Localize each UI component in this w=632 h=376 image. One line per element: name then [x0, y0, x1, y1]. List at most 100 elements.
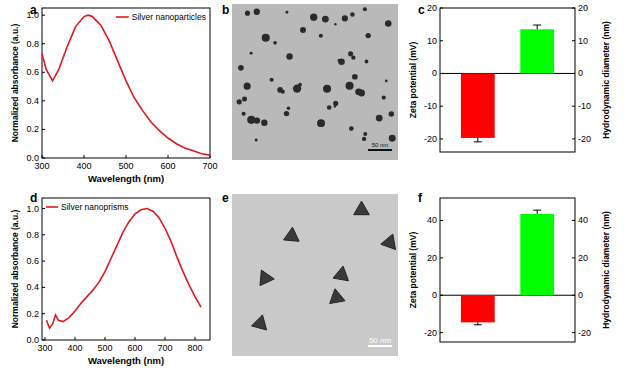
nanoprism — [381, 234, 396, 249]
scale-bar — [368, 345, 392, 347]
particle — [285, 11, 288, 14]
particle — [238, 65, 244, 71]
bar — [461, 295, 495, 322]
y2-tick-label: 10 — [578, 36, 588, 46]
nanoprism — [354, 201, 370, 215]
particle — [363, 7, 367, 11]
y-tick — [42, 15, 45, 16]
y-tick — [42, 158, 45, 159]
particle — [262, 34, 270, 42]
particle — [250, 52, 253, 55]
error-cap — [474, 141, 482, 142]
y-tick — [440, 220, 443, 221]
y-tick — [42, 208, 45, 209]
particle — [237, 99, 242, 104]
y-tick-label: 0.6 — [26, 67, 39, 77]
x-axis-label: Wavelength (nm) — [88, 173, 164, 184]
particle — [365, 60, 369, 64]
x-tick — [84, 155, 85, 158]
figure: 3004005006007000.00.20.40.60.81.0Wavelen… — [0, 0, 632, 376]
y2-tick-label: -10 — [578, 101, 591, 111]
y2-tick — [572, 257, 575, 258]
x-tick — [168, 155, 169, 158]
particle — [362, 137, 366, 141]
particle — [293, 84, 301, 92]
bar — [520, 29, 554, 73]
spectrum-line — [47, 209, 202, 329]
nanoprism — [333, 266, 348, 281]
bar — [520, 214, 554, 295]
x-tick — [75, 337, 76, 340]
y-tick-label: 0.0 — [26, 153, 39, 163]
y-tick — [42, 234, 45, 235]
plot-frame — [440, 198, 575, 342]
panel-letter: e — [222, 191, 229, 205]
panel-letter: d — [30, 191, 37, 205]
particle — [322, 16, 329, 23]
particle — [261, 120, 267, 126]
particle — [351, 56, 355, 60]
y2-tick — [572, 220, 575, 221]
error-bar — [537, 210, 538, 214]
x-tick-label: 800 — [187, 343, 202, 353]
y-tick-label: 0.4 — [26, 282, 39, 292]
y-tick-label: 0.0 — [26, 335, 39, 345]
plot-frame — [42, 8, 210, 158]
panel-letter: a — [30, 3, 37, 17]
x-tick-label: 400 — [76, 161, 91, 171]
y-axis-label: Zeta potential (mV) — [408, 232, 418, 309]
series-group — [42, 15, 210, 155]
panel-letter: f — [418, 191, 423, 205]
panel-letter: c — [418, 3, 425, 17]
x-axis-label: Wavelength (nm) — [88, 355, 164, 366]
x-tick-label: 500 — [118, 161, 133, 171]
y-tick-label: 0.8 — [26, 230, 39, 240]
y-tick — [42, 129, 45, 130]
y-tick — [42, 287, 45, 288]
scale-bar-text: 50 nm — [369, 336, 392, 345]
particle — [284, 111, 289, 116]
error-cap — [533, 210, 541, 211]
nanoprism — [260, 270, 274, 286]
x-tick-label: 600 — [160, 161, 175, 171]
scale-bar — [368, 149, 392, 151]
particle — [350, 12, 355, 17]
y-tick-label: 0.6 — [26, 256, 39, 266]
y-tick-label: 40 — [427, 215, 437, 225]
particle — [287, 107, 291, 111]
y-axis-label: Normalized absorbance (a.u.) — [10, 210, 20, 329]
y2-tick-label: 20 — [578, 253, 588, 263]
tem-image — [232, 4, 398, 160]
y-tick — [42, 313, 45, 314]
x-tick — [195, 337, 196, 340]
y2-tick — [572, 40, 575, 41]
panel-letter: b — [222, 3, 229, 17]
bars-group — [440, 25, 575, 142]
particle — [319, 34, 323, 38]
error-bar — [477, 138, 478, 142]
y-tick-label: 20 — [427, 253, 437, 263]
bar — [461, 73, 495, 137]
nanoprism — [252, 315, 267, 330]
y2-tick-label: 40 — [578, 215, 588, 225]
y-tick — [440, 138, 443, 139]
y-tick — [42, 261, 45, 262]
particle — [270, 78, 274, 82]
y2-tick-label: 20 — [578, 3, 588, 13]
y-tick — [42, 340, 45, 341]
y-tick-label: 0.2 — [26, 309, 39, 319]
y-tick — [440, 332, 443, 333]
particle — [242, 96, 247, 101]
particle — [363, 132, 367, 136]
particle — [389, 111, 394, 116]
x-tick-label: 600 — [127, 343, 142, 353]
x-tick-label: 500 — [97, 343, 112, 353]
y2-tick — [572, 332, 575, 333]
spectrum-line — [42, 15, 210, 155]
error-bar — [537, 25, 538, 29]
error-cap — [533, 25, 541, 26]
particle — [382, 95, 386, 99]
particle — [327, 105, 332, 110]
particle — [255, 138, 258, 141]
legend-text: Silver nanoprisms — [61, 202, 129, 212]
